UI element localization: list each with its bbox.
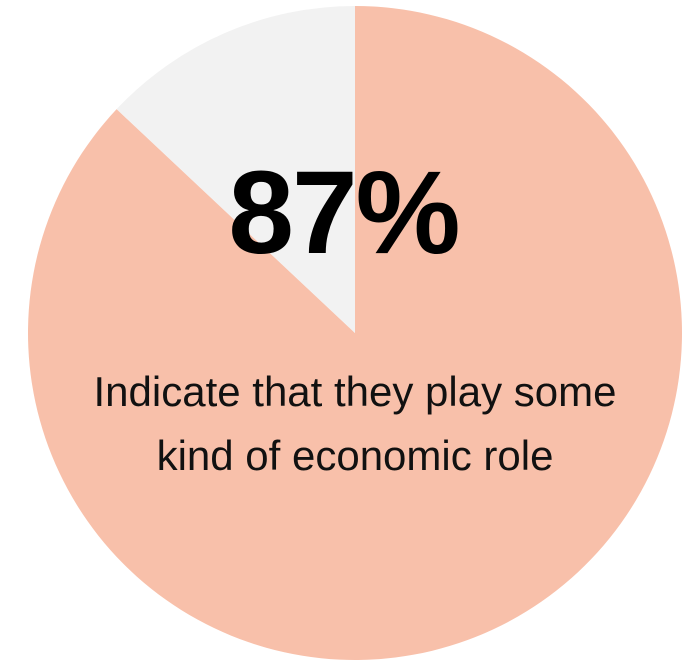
chart-caption: Indicate that they play some kind of eco… [93,368,617,479]
pie-slice-remainder [116,6,355,333]
percentage-label: 87% [228,147,460,279]
